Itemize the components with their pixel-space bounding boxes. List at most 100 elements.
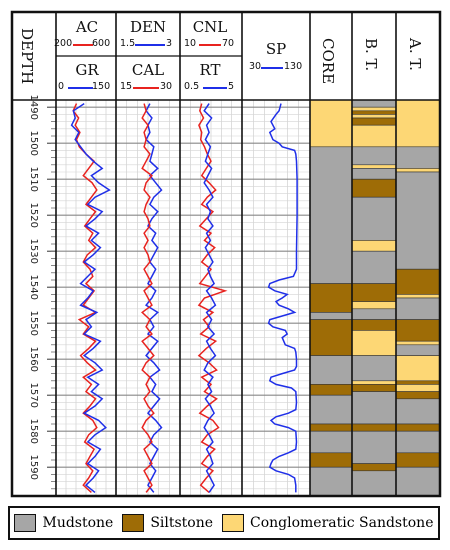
den-scale-left: 1.5 — [120, 38, 136, 49]
gr-scale-left: 0 — [58, 81, 65, 92]
curve-cnl — [197, 103, 228, 493]
depth-tick-label: 1490 — [28, 94, 39, 119]
at-header: A. T. — [406, 38, 424, 71]
legend-swatch-conglomeratic-sandstone — [222, 514, 244, 532]
lithology-interval-bt — [351, 463, 397, 472]
lithology-interval-bt — [351, 384, 397, 392]
depth-tick-label: 1500 — [28, 130, 39, 155]
lithology-interval-core — [309, 394, 353, 425]
depth-tick-label: 1570 — [28, 382, 39, 407]
lithology-interval-at — [395, 384, 441, 392]
lithology-interval-at — [395, 146, 441, 169]
legend-swatch-siltstone — [122, 514, 145, 532]
gr-scale-right: 150 — [92, 81, 111, 92]
sp-label: SP — [265, 40, 287, 58]
lithology-interval-bt — [351, 99, 397, 108]
lithology-interval-bt — [351, 470, 397, 497]
curve-cal — [141, 103, 155, 493]
den-scale-right: 3 — [166, 38, 173, 49]
depth-tick-label: 1590 — [28, 454, 39, 479]
ac-scale-right: 600 — [92, 38, 111, 49]
depth-tick-label: 1540 — [28, 274, 39, 299]
lithology-interval-at — [395, 171, 441, 270]
lithology-interval-at — [395, 466, 441, 497]
depth-header: DEPTH — [18, 28, 36, 85]
lithology-interval-bt — [351, 117, 397, 126]
lithology-interval-core — [309, 146, 353, 284]
lithology-interval-at — [395, 268, 441, 295]
ac-scale-left: 200 — [54, 38, 73, 49]
lithology-interval-bt — [351, 391, 397, 425]
lithology-interval-bt — [351, 124, 397, 148]
lithology-interval-bt — [351, 168, 397, 180]
lithology-interval-core — [309, 312, 353, 320]
lithology-interval-at — [395, 99, 441, 148]
lithology-interval-bt — [351, 240, 397, 252]
legend-swatch-mudstone — [14, 514, 37, 532]
cal-scale-right: 30 — [160, 81, 173, 92]
lithology-interval-at — [395, 430, 441, 454]
lithology-interval-bt — [351, 196, 397, 241]
cnl-label: CNL — [192, 18, 228, 36]
chart-frame — [10, 10, 442, 498]
legend: Mudstone Siltstone Conglomeratic Sandsto… — [8, 506, 440, 540]
lithology-interval-bt — [351, 106, 397, 112]
lithology-interval-at — [395, 452, 441, 468]
depth-tick-label: 1510 — [28, 166, 39, 191]
lithology-interval-bt — [351, 250, 397, 284]
lithology-interval-core — [309, 430, 353, 454]
lithology-interval-at — [395, 294, 441, 299]
cnl-scale-right: 70 — [222, 38, 235, 49]
lithology-interval-core — [309, 319, 353, 356]
legend-item-conglomeratic-sandstone: Conglomeratic Sandstone — [222, 514, 433, 532]
legend-label-siltstone: Siltstone — [150, 515, 214, 531]
lithology-interval-bt — [351, 319, 397, 331]
legend-label-mudstone: Mudstone — [42, 515, 114, 531]
lithology-interval-at — [395, 380, 441, 385]
lithology-interval-at — [395, 319, 441, 342]
lithology-interval-bt — [351, 178, 397, 198]
lithology-interval-bt — [351, 355, 397, 382]
lithology-interval-bt — [351, 308, 397, 320]
den-label: DEN — [129, 18, 167, 36]
lithology-interval-at — [395, 355, 441, 382]
lithology-interval-core — [309, 283, 353, 313]
cal-scale-left: 15 — [120, 81, 133, 92]
lithology-interval-at — [395, 398, 441, 425]
legend-item-siltstone: Siltstone — [122, 514, 213, 532]
lithology-interval-at — [395, 423, 441, 432]
lithology-interval-core — [309, 384, 353, 396]
lithology-interval-core — [309, 452, 353, 468]
legend-label-conglomeratic-sandstone: Conglomeratic Sandstone — [250, 515, 434, 531]
rt-scale-left: 0.5 — [184, 81, 200, 92]
lithology-interval-at — [395, 168, 441, 173]
lithology-interval-bt — [351, 146, 397, 166]
depth-tick-label: 1580 — [28, 418, 39, 443]
curve-gr — [70, 102, 111, 493]
gr-label: GR — [75, 61, 99, 79]
cnl-scale-left: 10 — [184, 38, 197, 49]
curve-sp — [267, 103, 298, 493]
sp-scale-left: 30 — [249, 61, 262, 72]
lithology-interval-bt — [351, 114, 397, 119]
depth-tick-label: 1560 — [28, 346, 39, 371]
lithology-interval-core — [309, 466, 353, 497]
lithology-interval-bt — [351, 110, 397, 115]
rt-scale-right: 5 — [228, 81, 235, 92]
rt-label: RT — [199, 61, 221, 79]
legend-item-mudstone: Mudstone — [14, 514, 113, 532]
lithology-interval-core — [309, 423, 353, 432]
lithology-interval-at — [395, 391, 441, 400]
lithology-interval-at — [395, 344, 441, 356]
ac-label: AC — [75, 18, 99, 36]
lithology-interval-bt — [351, 380, 397, 385]
lithology-interval-core — [309, 99, 353, 148]
lithology-interval-at — [395, 340, 441, 346]
lithology-interval-bt — [351, 301, 397, 310]
curve-den — [144, 103, 163, 493]
lithology-interval-bt — [351, 283, 397, 302]
bt-header: B. T. — [362, 38, 380, 72]
curve-rt — [203, 103, 217, 493]
lithology-interval-at — [395, 297, 441, 320]
